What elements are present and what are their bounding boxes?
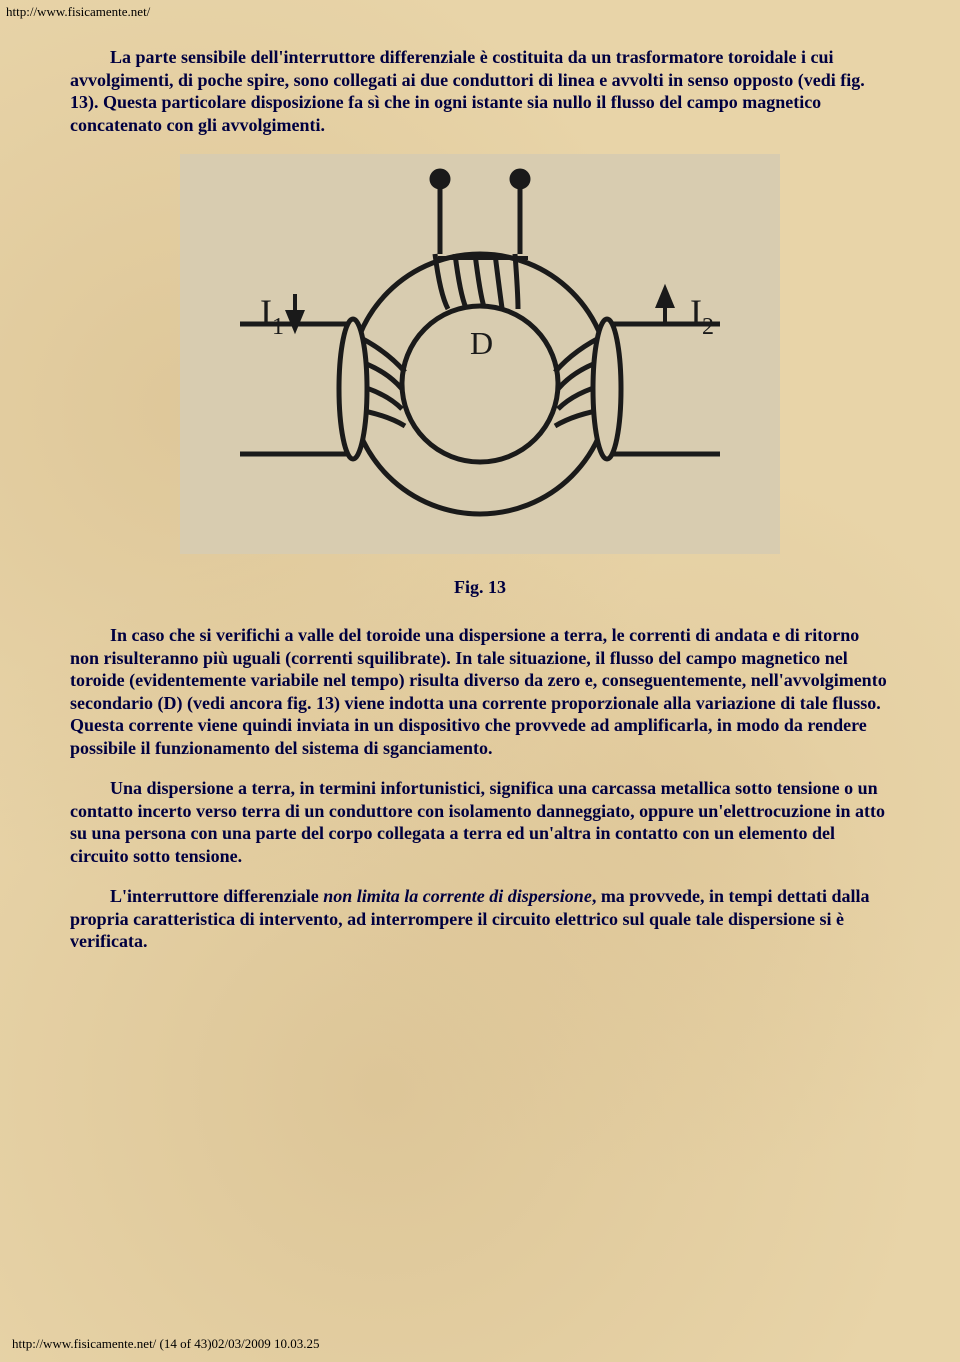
header-url: http://www.fisicamente.net/ [0,0,960,24]
label-d: D [470,325,493,361]
p4-text-a: L'interruttore differenziale [110,886,323,906]
paragraph-1: La parte sensibile dell'interruttore dif… [70,46,890,136]
toroid-diagram: I1 I2 [180,154,780,554]
paragraph-4: L'interruttore differenziale non limita … [70,885,890,953]
footer-url: http://www.fisicamente.net/ (14 of 43)02… [6,1330,326,1358]
page: http://www.fisicamente.net/ La parte sen… [0,0,960,1362]
figure-caption: Fig. 13 [70,577,890,598]
figure-13: I1 I2 [70,154,890,559]
p4-emphasis: non limita la corrente di dispersione [323,886,592,906]
content-area: La parte sensibile dell'interruttore dif… [0,24,960,953]
paragraph-3: Una dispersione a terra, in termini info… [70,777,890,867]
paragraph-2: In caso che si verifichi a valle del tor… [70,624,890,759]
